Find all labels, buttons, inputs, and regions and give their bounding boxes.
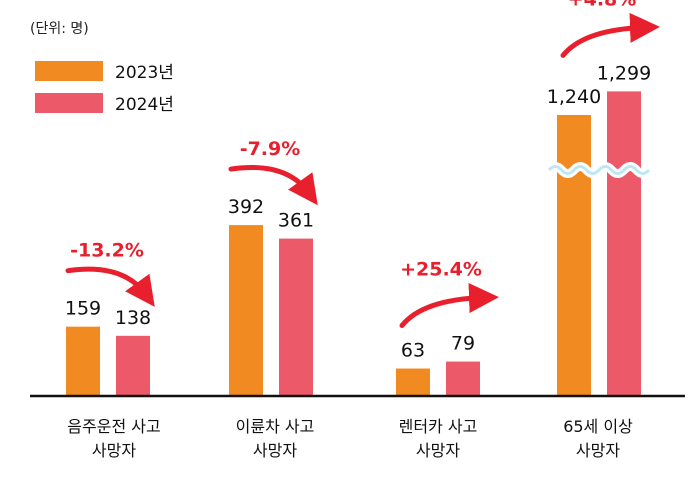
value-label-motorcycle-2024: 361 (278, 210, 314, 232)
bar-motorcycle-2024 (279, 238, 313, 396)
unit-label: (단위: 명) (30, 21, 89, 37)
category-label-drunk-driving: 음주운전 사고 사망자 (67, 417, 161, 460)
bar-rental-car-2023 (396, 368, 430, 396)
value-label-rental-car-2023: 63 (401, 340, 425, 362)
category-label-rental-car: 렌터카 사고 사망자 (398, 417, 478, 460)
legend-label-2023: 2023년 (115, 63, 174, 83)
legend-swatch-2023 (35, 60, 103, 81)
legend-swatch-2024 (35, 92, 103, 113)
value-label-rental-car-2024: 79 (451, 333, 475, 355)
value-label-elderly-2023: 1,240 (547, 86, 601, 108)
change-label-elderly: +4.8% (568, 0, 637, 10)
category-label-motorcycle: 이륜차 사고 사망자 (235, 417, 315, 460)
value-label-drunk-driving-2023: 159 (65, 298, 101, 320)
change-arrow-drunk-driving (65, 266, 155, 307)
bar-elderly-2023 (557, 115, 591, 396)
bar-rental-car-2024 (446, 361, 480, 396)
legend-label-2024: 2024년 (115, 95, 174, 115)
value-label-elderly-2024: 1,299 (597, 62, 651, 84)
change-arrow-elderly (560, 12, 660, 58)
bar-drunk-driving-2024 (116, 335, 150, 396)
change-label-drunk-driving: -13.2% (70, 240, 144, 262)
bar-elderly-2024 (607, 91, 641, 397)
axis-break-mark (547, 165, 651, 175)
bar-motorcycle-2023 (229, 225, 263, 396)
legend-item-2023: 2023년 (35, 58, 174, 83)
value-label-drunk-driving-2024: 138 (115, 307, 151, 329)
change-label-motorcycle: -7.9% (240, 138, 301, 160)
change-arrow-motorcycle (228, 164, 318, 206)
change-arrow-rental-car (399, 283, 499, 329)
bar-drunk-driving-2023 (66, 326, 100, 396)
legend-item-2024: 2024년 (35, 90, 174, 115)
value-label-motorcycle-2023: 392 (228, 196, 264, 218)
change-label-rental-car: +25.4% (400, 259, 482, 281)
category-label-elderly: 65세 이상 사망자 (563, 417, 633, 460)
